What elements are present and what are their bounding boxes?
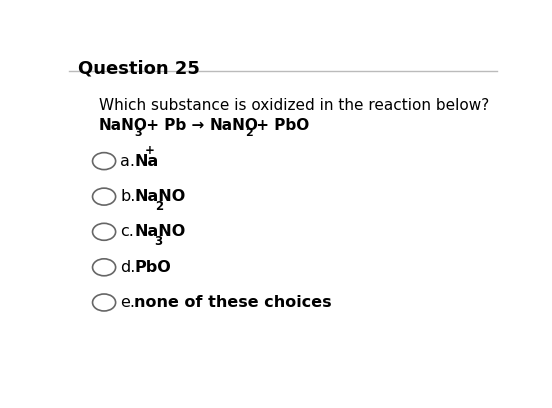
Text: 2: 2 — [155, 200, 163, 213]
Text: +: + — [145, 144, 155, 157]
Text: Which substance is oxidized in the reaction below?: Which substance is oxidized in the react… — [99, 98, 489, 113]
Text: c.: c. — [120, 224, 134, 239]
Text: e.: e. — [120, 295, 135, 310]
Text: NaNO: NaNO — [209, 118, 258, 133]
Text: 3: 3 — [135, 128, 142, 138]
Circle shape — [93, 223, 115, 240]
Text: 2: 2 — [245, 128, 253, 138]
Text: Na: Na — [135, 154, 159, 169]
Text: 3: 3 — [155, 235, 163, 248]
Text: none of these choices: none of these choices — [135, 295, 332, 310]
Text: Question 25: Question 25 — [77, 60, 199, 78]
Circle shape — [93, 188, 115, 205]
Text: NaNO: NaNO — [135, 224, 185, 239]
Text: d.: d. — [120, 260, 136, 275]
Text: NaNO: NaNO — [99, 118, 148, 133]
Text: PbO: PbO — [135, 260, 171, 275]
Text: + PbO: + PbO — [251, 118, 309, 133]
Circle shape — [93, 294, 115, 311]
Text: + Pb →: + Pb → — [141, 118, 209, 133]
Text: b.: b. — [120, 189, 136, 204]
Text: a.: a. — [120, 154, 135, 169]
Circle shape — [93, 259, 115, 276]
Circle shape — [93, 153, 115, 170]
Text: NaNO: NaNO — [135, 189, 185, 204]
